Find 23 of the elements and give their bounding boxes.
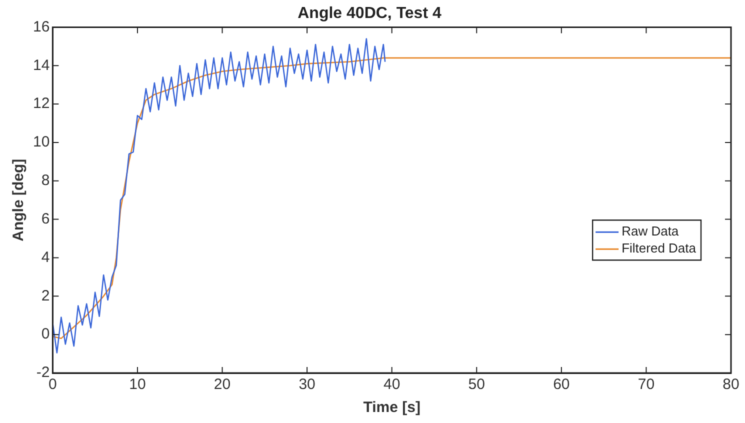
y-tick-label: 14	[32, 56, 50, 74]
y-tick-label: 10	[32, 134, 50, 151]
legend-label: Filtered Data	[622, 240, 697, 256]
x-tick-label: 20	[214, 376, 231, 394]
y-tick-label: 8	[41, 172, 50, 190]
y-tick-label: 4	[41, 248, 50, 266]
x-tick-label: 60	[553, 376, 570, 394]
x-tick-label: 80	[722, 376, 740, 394]
x-axis-title: Time [s]	[363, 399, 420, 416]
x-tick-label: 40	[384, 376, 400, 394]
y-tick-label: -2	[36, 364, 50, 382]
y-tick-label: 2	[41, 287, 50, 304]
x-tick-label: 70	[638, 376, 655, 394]
x-tick-label: 10	[129, 376, 146, 394]
y-tick-label: 16	[32, 18, 50, 36]
y-tick-label: 12	[32, 95, 50, 112]
y-axis-title: Angle [deg]	[10, 158, 28, 242]
y-tick-label: 0	[41, 326, 50, 343]
chart-title: Angle 40DC, Test 4	[298, 5, 442, 22]
x-tick-label: 50	[468, 376, 485, 394]
x-tick-label: 30	[298, 376, 316, 394]
legend-label: Raw Data	[622, 224, 680, 239]
y-tick-label: 6	[41, 210, 50, 228]
